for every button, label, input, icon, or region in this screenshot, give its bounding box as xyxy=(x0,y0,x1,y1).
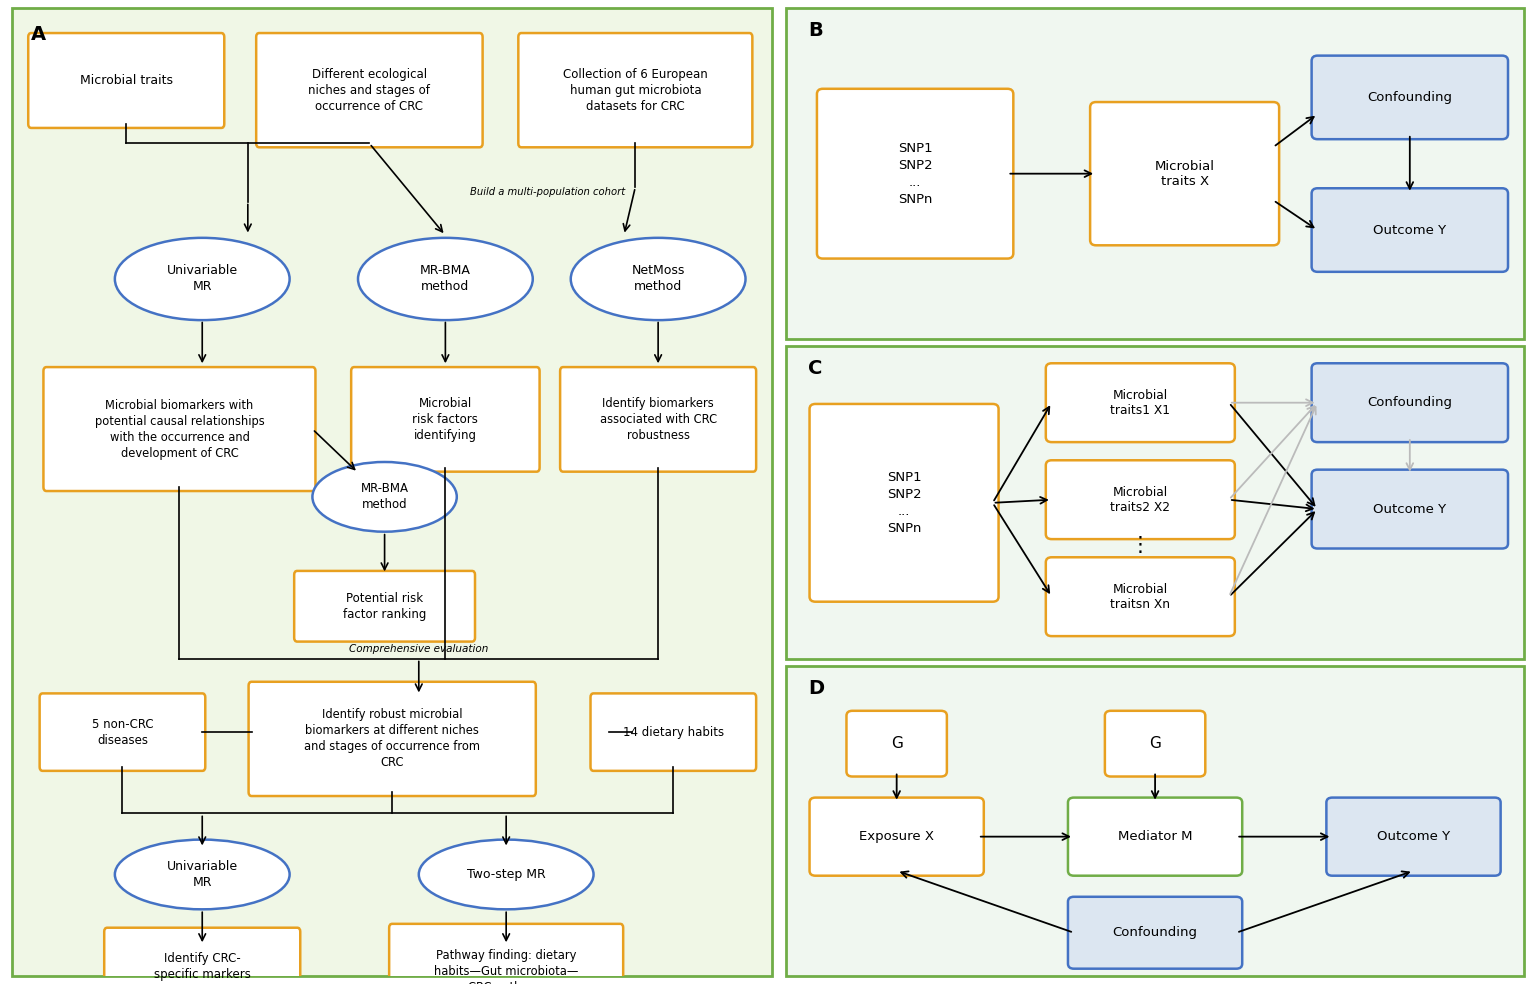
Text: SNP1
SNP2
...
SNPn: SNP1 SNP2 ... SNPn xyxy=(887,470,921,535)
Text: Different ecological
niches and stages of
occurrence of CRC: Different ecological niches and stages o… xyxy=(309,68,430,113)
FancyBboxPatch shape xyxy=(12,8,772,976)
FancyBboxPatch shape xyxy=(1311,188,1507,272)
Text: Univariable
MR: Univariable MR xyxy=(167,860,238,889)
Text: Exposure X: Exposure X xyxy=(860,830,935,843)
FancyBboxPatch shape xyxy=(1068,896,1242,968)
Ellipse shape xyxy=(419,839,594,909)
Text: Univariable
MR: Univariable MR xyxy=(167,265,238,293)
Text: Confounding: Confounding xyxy=(1368,397,1452,409)
Text: Microbial
traits2 X2: Microbial traits2 X2 xyxy=(1110,486,1170,514)
FancyBboxPatch shape xyxy=(1090,102,1279,245)
Text: Microbial traits: Microbial traits xyxy=(80,74,173,87)
Ellipse shape xyxy=(358,238,533,320)
FancyBboxPatch shape xyxy=(256,33,482,148)
FancyBboxPatch shape xyxy=(352,367,540,471)
FancyBboxPatch shape xyxy=(519,33,752,148)
Text: Identify robust microbial
biomarkers at different niches
and stages of occurrenc: Identify robust microbial biomarkers at … xyxy=(304,708,480,769)
FancyBboxPatch shape xyxy=(560,367,757,471)
FancyBboxPatch shape xyxy=(1045,363,1234,442)
Ellipse shape xyxy=(313,461,457,531)
Text: Microbial biomarkers with
potential causal relationships
with the occurrence and: Microbial biomarkers with potential caus… xyxy=(95,399,264,460)
FancyBboxPatch shape xyxy=(104,928,301,984)
Text: Mediator M: Mediator M xyxy=(1117,830,1193,843)
Ellipse shape xyxy=(115,238,290,320)
Text: 14 dietary habits: 14 dietary habits xyxy=(623,725,725,739)
Text: Microbial
traitsn Xn: Microbial traitsn Xn xyxy=(1110,583,1170,611)
FancyBboxPatch shape xyxy=(1311,469,1507,548)
FancyBboxPatch shape xyxy=(1311,56,1507,139)
FancyBboxPatch shape xyxy=(1326,798,1501,876)
FancyBboxPatch shape xyxy=(40,694,206,770)
FancyBboxPatch shape xyxy=(1045,461,1234,539)
Text: Microbial
traits1 X1: Microbial traits1 X1 xyxy=(1110,389,1170,416)
FancyBboxPatch shape xyxy=(846,710,947,776)
Text: Comprehensive evaluation: Comprehensive evaluation xyxy=(348,644,488,653)
Text: Potential risk
factor ranking: Potential risk factor ranking xyxy=(342,591,427,621)
Text: A: A xyxy=(31,26,46,44)
FancyBboxPatch shape xyxy=(786,666,1524,976)
FancyBboxPatch shape xyxy=(817,89,1013,259)
FancyBboxPatch shape xyxy=(43,367,316,491)
FancyBboxPatch shape xyxy=(295,571,474,642)
FancyBboxPatch shape xyxy=(28,33,224,128)
FancyBboxPatch shape xyxy=(390,924,623,984)
FancyBboxPatch shape xyxy=(809,404,999,601)
Text: Confounding: Confounding xyxy=(1113,926,1197,940)
Text: C: C xyxy=(807,359,823,378)
FancyBboxPatch shape xyxy=(1105,710,1205,776)
Text: Collection of 6 European
human gut microbiota
datasets for CRC: Collection of 6 European human gut micro… xyxy=(563,68,708,113)
Text: B: B xyxy=(807,21,823,40)
Text: Outcome Y: Outcome Y xyxy=(1374,503,1446,516)
Text: Two-step MR: Two-step MR xyxy=(467,868,545,881)
Text: Pathway finding: dietary
habits—Gut microbiota—
CRC pathway: Pathway finding: dietary habits—Gut micr… xyxy=(434,949,579,984)
Text: MR-BMA
method: MR-BMA method xyxy=(361,482,408,512)
Text: ⋮: ⋮ xyxy=(1130,535,1151,555)
Text: Identify CRC-
specific markers: Identify CRC- specific markers xyxy=(154,952,250,981)
Text: Outcome Y: Outcome Y xyxy=(1374,223,1446,236)
Text: Confounding: Confounding xyxy=(1368,91,1452,104)
Text: G: G xyxy=(1150,736,1160,751)
Text: MR-BMA
method: MR-BMA method xyxy=(421,265,471,293)
Text: Microbial
traits X: Microbial traits X xyxy=(1154,159,1214,188)
FancyBboxPatch shape xyxy=(591,694,757,770)
FancyBboxPatch shape xyxy=(1045,557,1234,636)
FancyBboxPatch shape xyxy=(1311,363,1507,442)
Ellipse shape xyxy=(571,238,746,320)
FancyBboxPatch shape xyxy=(786,8,1524,339)
FancyBboxPatch shape xyxy=(786,346,1524,659)
Text: Identify biomarkers
associated with CRC
robustness: Identify biomarkers associated with CRC … xyxy=(600,397,717,442)
Ellipse shape xyxy=(115,839,290,909)
Text: NetMoss
method: NetMoss method xyxy=(631,265,685,293)
Text: Outcome Y: Outcome Y xyxy=(1377,830,1451,843)
Text: Build a multi-population cohort: Build a multi-population cohort xyxy=(470,187,626,197)
FancyBboxPatch shape xyxy=(1068,798,1242,876)
Text: 5 non-CRC
diseases: 5 non-CRC diseases xyxy=(92,717,154,747)
Text: D: D xyxy=(807,679,824,698)
Text: Microbial
risk factors
identifying: Microbial risk factors identifying xyxy=(413,397,479,442)
Text: G: G xyxy=(890,736,903,751)
Text: SNP1
SNP2
...
SNPn: SNP1 SNP2 ... SNPn xyxy=(898,142,932,206)
FancyBboxPatch shape xyxy=(249,682,536,796)
FancyBboxPatch shape xyxy=(809,798,984,876)
